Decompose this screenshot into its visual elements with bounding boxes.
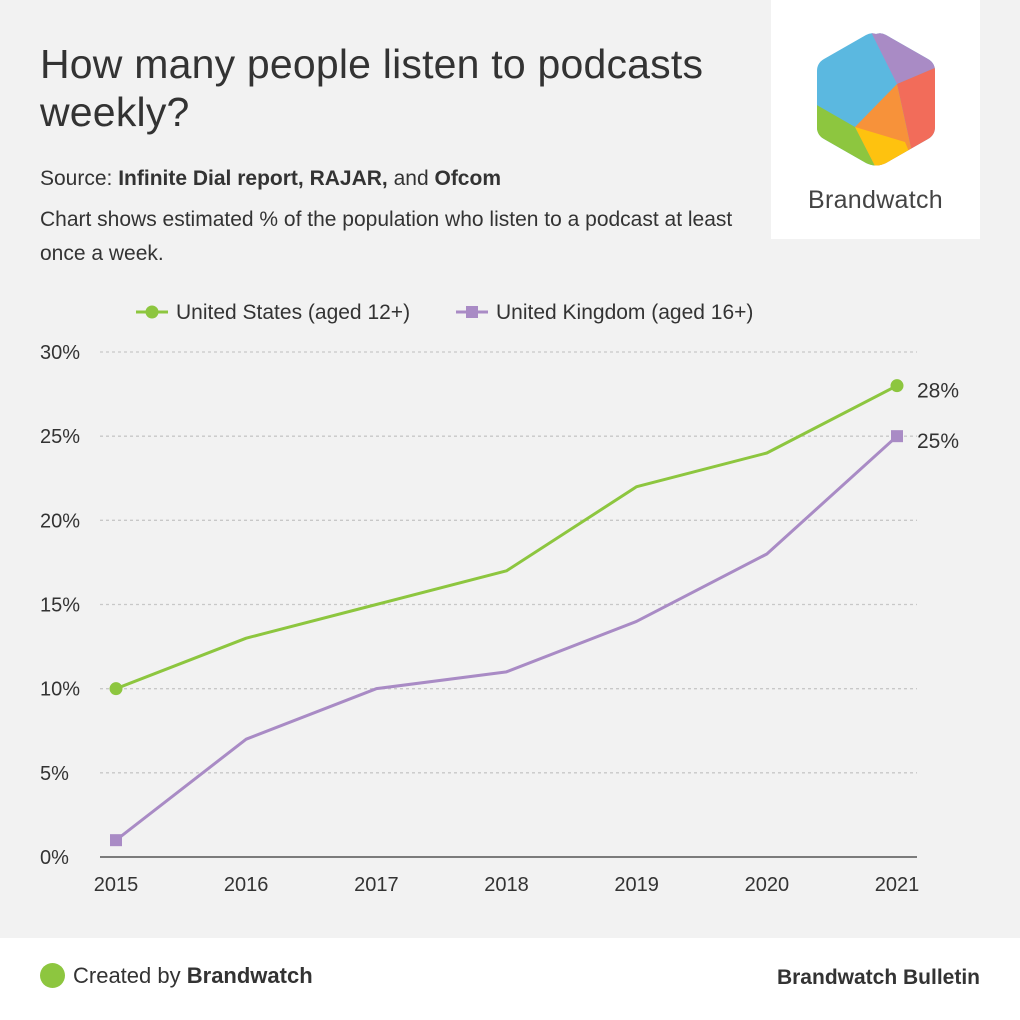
- y-tick-label: 5%: [40, 763, 69, 785]
- source-part1: Infinite Dial report, RAJAR,: [118, 167, 388, 190]
- footer: Created by Brandwatch Brandwatch Bulleti…: [0, 938, 1020, 1020]
- line-chart: 0% 5% 10% 15% 20% 25% 30% 2015 2016 2017 2018 2019…: [40, 301, 959, 896]
- series-group: 28% 25%: [109, 379, 959, 847]
- logo-text: Brandwatch: [807, 186, 944, 214]
- y-tick-label: 30%: [40, 342, 80, 364]
- y-axis-ticks: 0% 5% 10% 15% 20% 25% 30%: [40, 342, 80, 869]
- x-tick-label: 2015: [94, 874, 139, 896]
- x-tick-label: 2019: [614, 874, 659, 896]
- x-tick-label: 2018: [484, 874, 529, 896]
- data-point-uk: [110, 834, 122, 847]
- created-by-prefix: Created by: [73, 963, 181, 988]
- y-tick-label: 0%: [40, 847, 69, 869]
- created-by: Created by Brandwatch: [73, 963, 313, 989]
- y-tick-label: 10%: [40, 679, 80, 701]
- y-tick-label: 25%: [40, 426, 80, 448]
- data-point-us: [890, 379, 904, 393]
- brandwatch-logo-icon: [817, 33, 935, 166]
- chart-title: How many people listen to podcasts weekl…: [40, 41, 704, 135]
- legend-marker-uk: [466, 306, 478, 318]
- data-point-us: [109, 682, 123, 696]
- brand-logo: Brandwatch: [771, 0, 980, 239]
- x-tick-label: 2016: [224, 874, 269, 896]
- series-line-uk: [115, 435, 899, 842]
- source-and: and: [393, 167, 429, 190]
- source-part2: Ofcom: [434, 167, 501, 190]
- y-tick-label: 15%: [40, 595, 80, 617]
- end-value-label: 25%: [917, 430, 959, 453]
- legend-label: United States (aged 12+): [176, 301, 410, 324]
- chart-description: Chart shows estimated % of the populatio…: [40, 208, 733, 265]
- series-line-us: [115, 384, 898, 691]
- brandwatch-dot-icon: [40, 963, 65, 988]
- source-prefix: Source:: [40, 167, 113, 190]
- data-point-uk: [891, 430, 903, 443]
- publication-name: Brandwatch Bulletin: [776, 966, 980, 989]
- x-tick-label: 2020: [745, 874, 790, 896]
- legend-marker-us: [145, 305, 159, 319]
- legend: United States (aged 12+) United Kingdom (…: [136, 301, 753, 324]
- gridlines: [100, 351, 917, 774]
- x-axis-ticks: 2015 2016 2017 2018 2019 2020 2021: [94, 874, 920, 896]
- x-tick-label: 2021: [875, 874, 920, 896]
- x-tick-label: 2017: [354, 874, 399, 896]
- end-value-label: 28%: [917, 380, 959, 403]
- created-by-brand: Brandwatch: [186, 963, 313, 988]
- source-line: Source: Infinite Dial report, RAJAR, and…: [40, 165, 501, 193]
- y-tick-label: 20%: [40, 510, 80, 532]
- legend-label: United Kingdom (aged 16+): [496, 301, 753, 324]
